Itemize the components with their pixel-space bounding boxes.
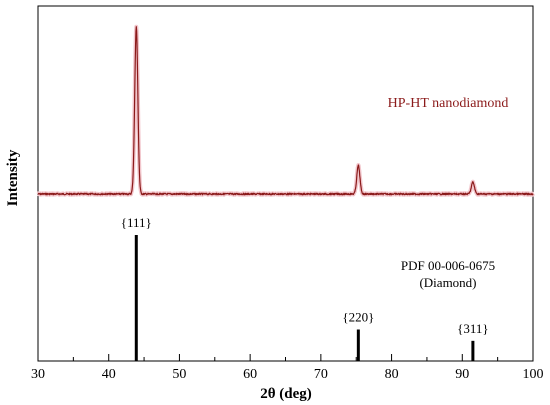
x-tick-label: 40 [102, 367, 116, 382]
x-axis-title: 2θ (deg) [260, 386, 312, 402]
x-tick-label: 80 [385, 367, 399, 382]
y-axis-title: Intensity [5, 149, 21, 206]
x-axis-tick-labels: 30 40 50 60 70 80 90 100 [31, 367, 544, 382]
reference-sticks [134, 235, 475, 361]
x-tick-label: 50 [172, 367, 186, 382]
x-tick-label: 90 [455, 367, 469, 382]
x-tick-label: 70 [314, 367, 328, 382]
reference-stick-label: {111} [121, 215, 152, 230]
x-tick-label: 100 [523, 367, 544, 382]
reference-material-label: (Diamond) [419, 275, 476, 290]
series-label: HP-HT nanodiamond [388, 96, 509, 111]
x-tick-label: 30 [31, 367, 45, 382]
reference-peak-labels: {111} {220} {311} [121, 215, 489, 336]
reference-stick-label: {220} [342, 310, 374, 325]
xrd-trace-group [36, 24, 535, 197]
x-axis-ticks [37, 354, 534, 361]
reference-stick-label: {311} [457, 321, 489, 336]
x-tick-label: 60 [243, 367, 257, 382]
reference-card-label: PDF 00-006-0675 [401, 258, 495, 273]
xrd-trace-line [37, 26, 534, 196]
plot-frame [37, 5, 534, 362]
